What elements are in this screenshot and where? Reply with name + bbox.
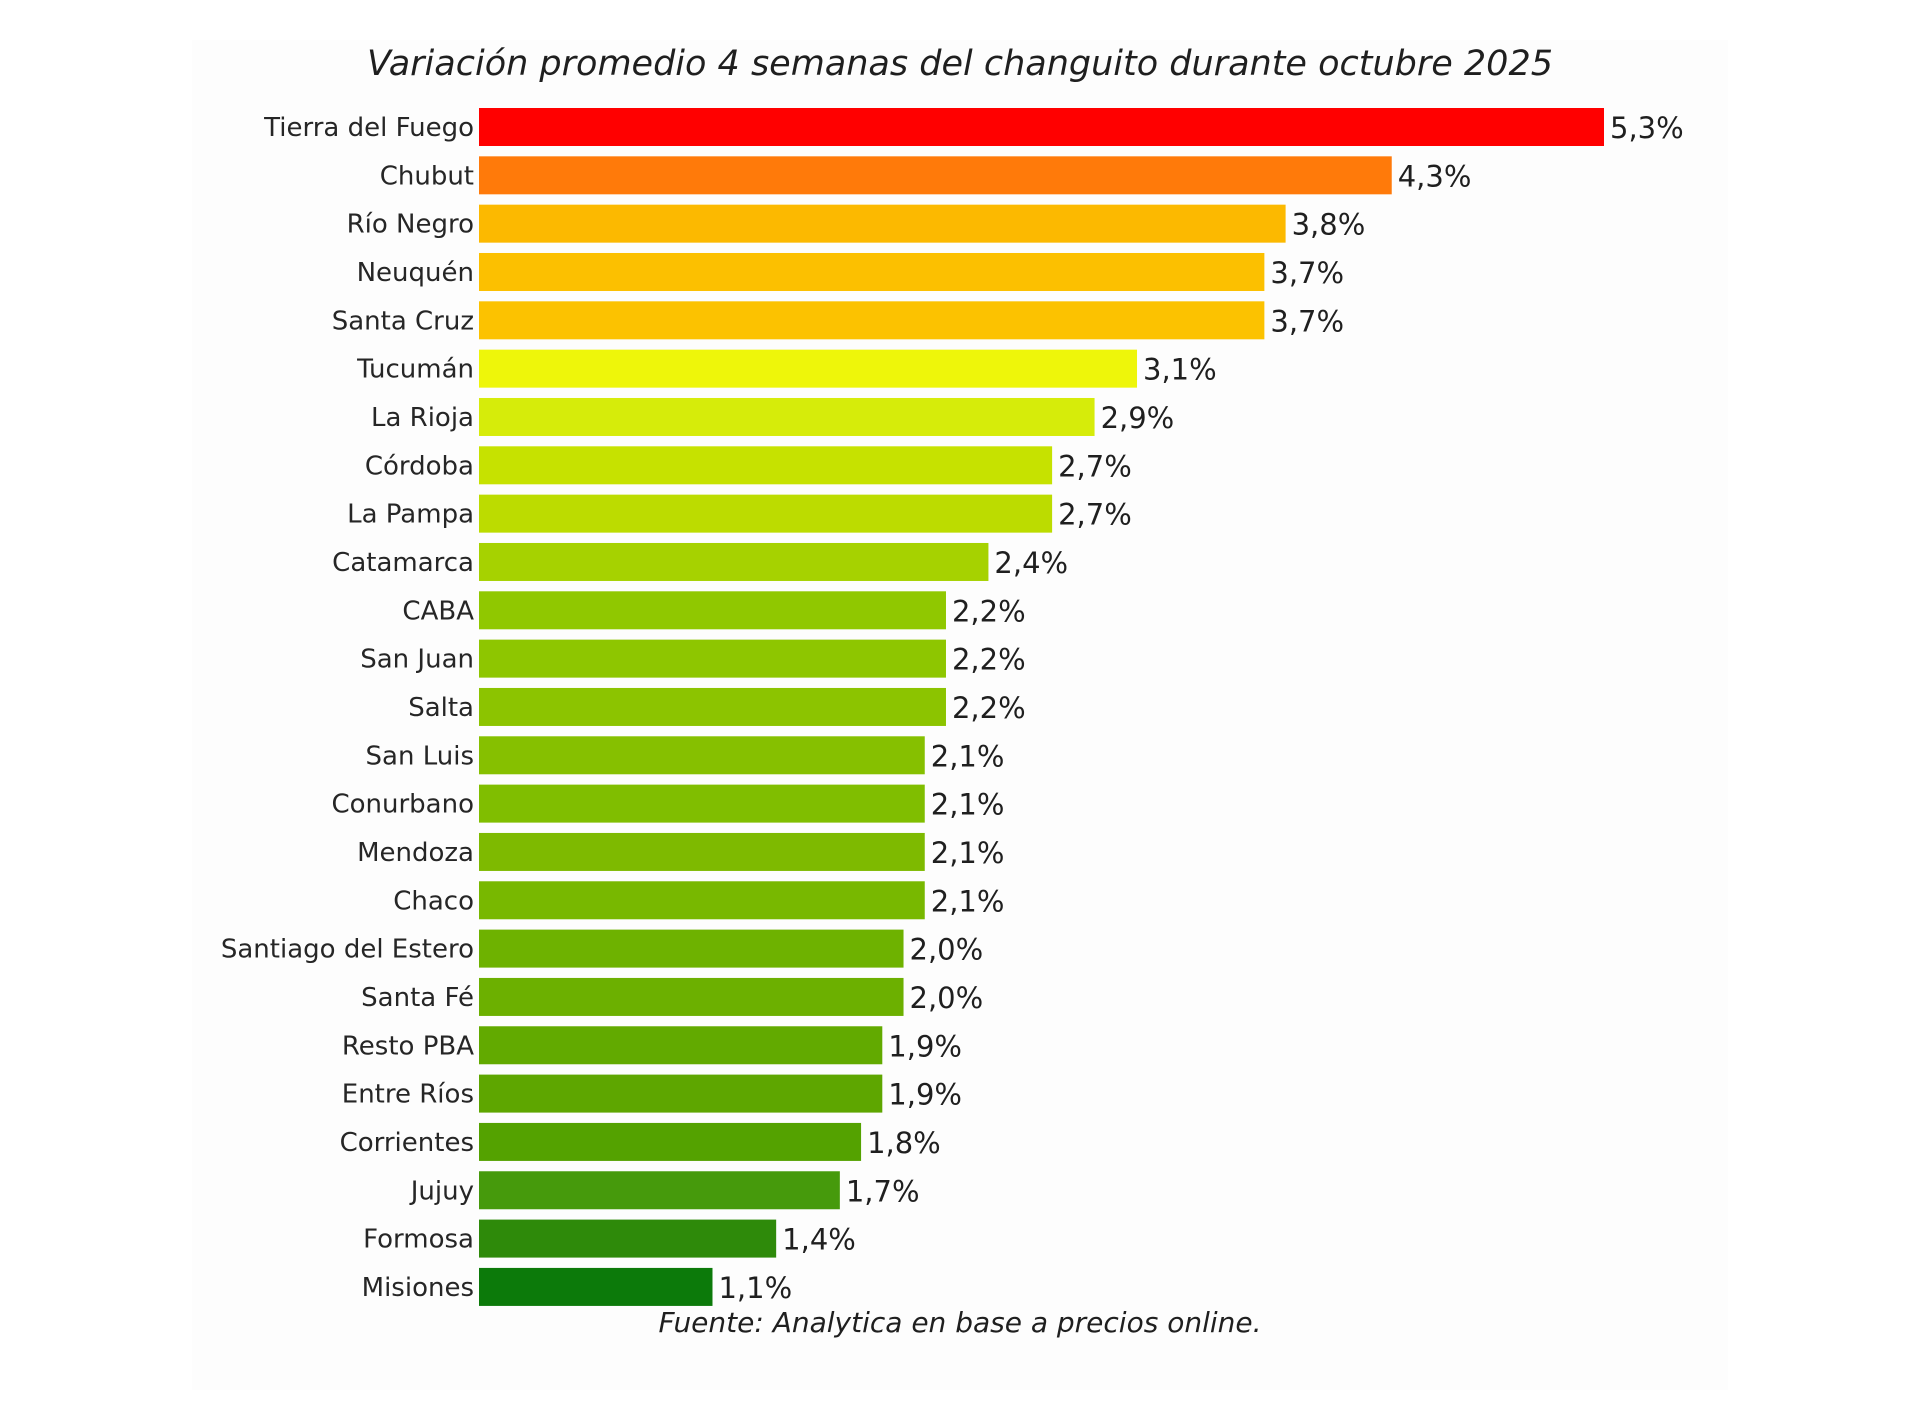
bar — [479, 1074, 883, 1113]
category-label: Resto PBA — [342, 1031, 474, 1061]
bar — [479, 1267, 713, 1306]
category-label: Chubut — [380, 161, 474, 191]
bar — [479, 832, 925, 871]
category-label: Tucumán — [356, 355, 474, 385]
category-label: La Pampa — [347, 500, 474, 530]
category-label: Entre Ríos — [342, 1080, 474, 1110]
value-label: 2,0% — [910, 981, 984, 1015]
category-label: Santiago del Estero — [221, 935, 474, 965]
bar — [479, 349, 1138, 388]
bar — [479, 301, 1265, 340]
category-label: Tierra del Fuego — [263, 113, 474, 143]
value-label: 2,1% — [931, 884, 1005, 918]
value-label: 2,2% — [952, 643, 1026, 677]
bar — [479, 881, 925, 920]
category-label: San Juan — [360, 645, 474, 675]
value-label: 4,3% — [1398, 159, 1472, 193]
value-label: 2,2% — [952, 594, 1026, 628]
value-label: 1,7% — [846, 1174, 920, 1208]
bar — [479, 1026, 883, 1065]
category-label: Mendoza — [357, 838, 474, 868]
category-label: Santa Cruz — [332, 306, 474, 336]
category-label: Misiones — [362, 1273, 474, 1303]
bar — [479, 204, 1286, 243]
bar — [479, 446, 1053, 485]
bar — [479, 108, 1604, 146]
bar — [479, 1122, 862, 1161]
value-label: 2,2% — [952, 691, 1026, 725]
bar — [479, 977, 904, 1016]
bar — [479, 591, 946, 630]
value-label: 2,7% — [1058, 498, 1132, 532]
bar — [479, 1171, 840, 1210]
category-label: Conurbano — [331, 790, 474, 820]
category-label: Formosa — [363, 1225, 474, 1255]
category-label: Santa Fé — [361, 983, 474, 1013]
bar — [479, 542, 989, 581]
value-label: 1,8% — [867, 1126, 941, 1160]
value-label: 1,1% — [718, 1271, 792, 1305]
value-label: 3,7% — [1270, 256, 1344, 290]
value-label: 2,0% — [910, 933, 984, 967]
value-label: 2,1% — [931, 788, 1005, 822]
value-label: 1,9% — [888, 1078, 962, 1112]
bar — [479, 736, 925, 775]
category-label: Corrientes — [340, 1128, 474, 1158]
value-label: 3,8% — [1292, 208, 1366, 242]
bar — [479, 1219, 777, 1258]
value-label: 2,1% — [931, 836, 1005, 870]
value-label: 3,7% — [1270, 304, 1344, 338]
bars-layer: Tierra del Fuego 5,3% Chubut 4,3% Río Negro 3… — [221, 108, 1684, 1306]
bar — [479, 494, 1053, 533]
bar — [479, 784, 925, 823]
value-label: 2,9% — [1101, 401, 1175, 435]
value-label: 2,4% — [994, 546, 1068, 580]
value-label: 5,3% — [1610, 111, 1684, 145]
chart-title: Variación promedio 4 semanas del changui… — [367, 44, 1553, 84]
category-label: Chaco — [393, 886, 474, 916]
bar — [479, 929, 904, 968]
bar — [479, 687, 946, 726]
value-label: 1,4% — [782, 1223, 856, 1257]
category-label: San Luis — [366, 741, 474, 771]
bar — [479, 397, 1095, 436]
category-label: Río Negro — [347, 210, 474, 240]
value-label: 2,7% — [1058, 449, 1132, 483]
value-label: 2,1% — [931, 739, 1005, 773]
category-label: Salta — [408, 693, 474, 723]
category-label: Neuquén — [357, 258, 474, 288]
category-label: Jujuy — [409, 1176, 474, 1206]
source-note: Fuente: Analytica en base a precios onli… — [658, 1306, 1262, 1339]
category-label: Córdoba — [365, 451, 474, 481]
category-label: CABA — [402, 596, 474, 626]
category-label: Catamarca — [332, 548, 474, 578]
bar — [479, 639, 946, 678]
bar — [479, 156, 1392, 195]
category-label: La Rioja — [371, 403, 474, 433]
value-label: 1,9% — [888, 1029, 962, 1063]
value-label: 3,1% — [1143, 353, 1217, 387]
bar — [479, 252, 1265, 291]
